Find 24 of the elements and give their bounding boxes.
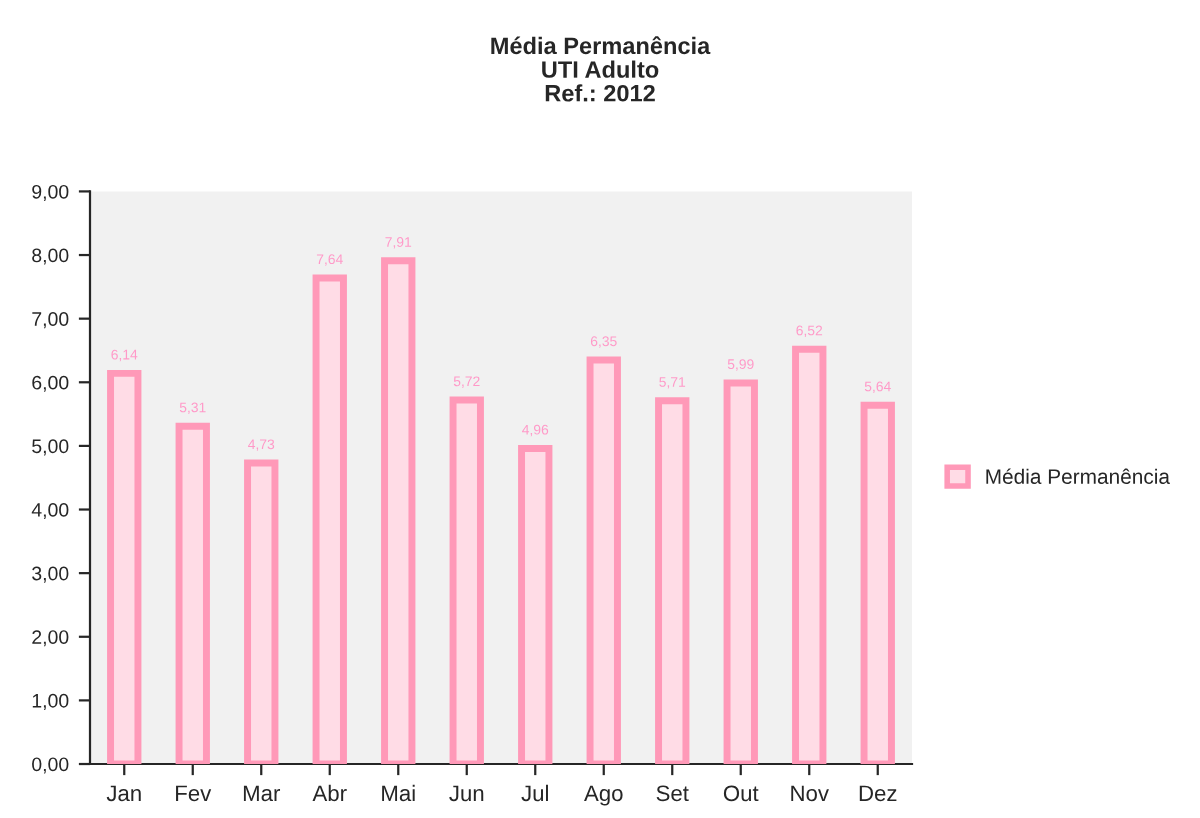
x-tick-label: Abr (312, 784, 347, 802)
x-tick-label: Jun (449, 785, 484, 802)
x-tick-label: Nov (791, 785, 829, 802)
y-tick-label: 5,00 (32, 439, 69, 456)
y-tick-label: 4,00 (31, 502, 69, 520)
y-tick-label: 6,00 (32, 375, 69, 392)
y-tick-label: 3,00 (32, 566, 69, 583)
x-tick-label: Jan (106, 785, 141, 802)
y-tick-label: 8,00 (32, 248, 69, 265)
x-tick-label: Ago (584, 785, 623, 806)
y-tick-label: 2,00 (32, 630, 69, 647)
x-tick-label: Jul (521, 784, 548, 802)
x-tick-label: Dez (859, 785, 897, 802)
x-tick-label: Set (656, 785, 689, 802)
chart-title: Média Permanência UTI Adulto Ref.: 2012 (491, 36, 711, 102)
x-tick-label: Out (723, 785, 759, 802)
y-tick-label: 9,00 (32, 184, 69, 201)
x-tick-label: Mai (382, 784, 415, 802)
x-tick-label: Mar (243, 785, 281, 802)
y-tick-label: 7,00 (32, 312, 69, 329)
legend-label: Média Permanência (986, 468, 1170, 484)
y-tick-label: 1,00 (32, 693, 69, 710)
x-tick-label: Fev (176, 785, 212, 802)
y-tick-label: 0,00 (32, 757, 69, 774)
